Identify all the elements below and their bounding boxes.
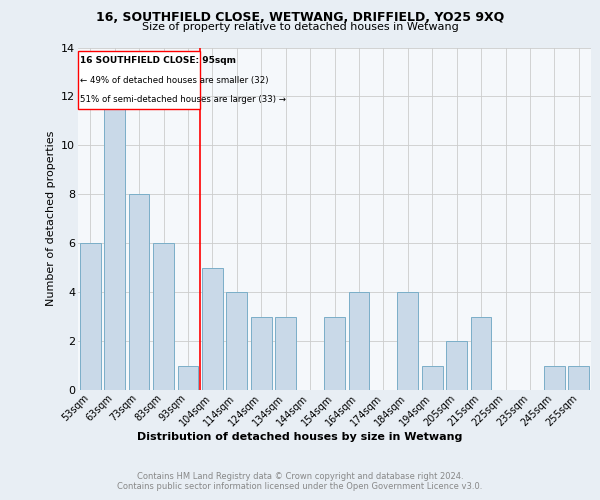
FancyBboxPatch shape [78,51,200,108]
Bar [275,316,296,390]
Text: Size of property relative to detached houses in Wetwang: Size of property relative to detached ho… [142,22,458,32]
Text: 51% of semi-detached houses are larger (33) →: 51% of semi-detached houses are larger (… [80,95,286,104]
Bar [202,268,223,390]
Y-axis label: Number of detached properties: Number of detached properties [46,131,56,306]
Bar [568,366,589,390]
Bar [324,316,345,390]
Bar [470,316,491,390]
Bar [544,366,565,390]
Bar [251,316,272,390]
Text: 16, SOUTHFIELD CLOSE, WETWANG, DRIFFIELD, YO25 9XQ: 16, SOUTHFIELD CLOSE, WETWANG, DRIFFIELD… [96,11,504,24]
Bar [226,292,247,390]
Bar [178,366,199,390]
Bar [422,366,443,390]
Text: ← 49% of detached houses are smaller (32): ← 49% of detached houses are smaller (32… [80,76,269,85]
Bar [104,96,125,390]
Bar [446,341,467,390]
Bar [349,292,370,390]
Bar [153,243,174,390]
Text: 16 SOUTHFIELD CLOSE: 95sqm: 16 SOUTHFIELD CLOSE: 95sqm [80,56,236,65]
Bar [128,194,149,390]
Bar [80,243,101,390]
Text: Contains HM Land Registry data © Crown copyright and database right 2024.: Contains HM Land Registry data © Crown c… [137,472,463,481]
Bar [397,292,418,390]
Text: Contains public sector information licensed under the Open Government Licence v3: Contains public sector information licen… [118,482,482,491]
Text: Distribution of detached houses by size in Wetwang: Distribution of detached houses by size … [137,432,463,442]
